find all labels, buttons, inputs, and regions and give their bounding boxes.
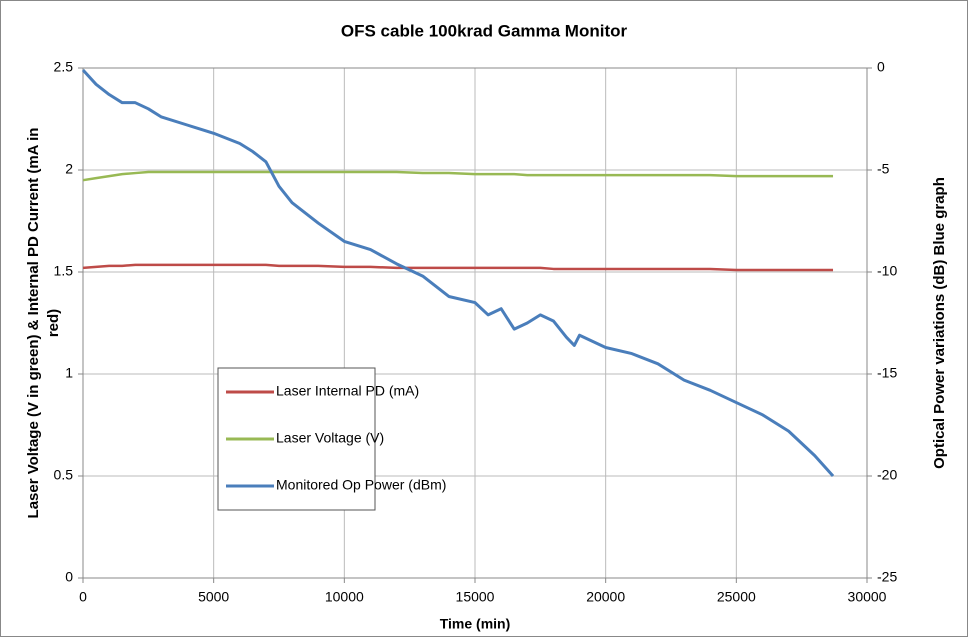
- legend-label: Monitored Op Power (dBm): [276, 477, 446, 493]
- legend-label: Laser Internal PD (mA): [276, 383, 419, 399]
- y-tick-label: 0: [65, 569, 73, 585]
- y-tick-label: 1.5: [54, 263, 74, 279]
- y-tick-label: 2.5: [54, 59, 74, 75]
- y2-tick-label: -5: [877, 161, 890, 177]
- plot-area: [82, 67, 868, 579]
- series-line: [81, 69, 835, 478]
- x-tick-label: 5000: [198, 589, 229, 605]
- y-axis-label: red): [45, 309, 62, 337]
- y2-tick-label: -10: [877, 263, 897, 279]
- x-tick-label: 20000: [586, 589, 625, 605]
- x-tick-label: 15000: [456, 589, 495, 605]
- x-tick-label: 30000: [848, 589, 887, 605]
- chart-title: OFS cable 100krad Gamma Monitor: [341, 21, 628, 40]
- y2-tick-label: -15: [877, 365, 897, 381]
- y2-axis-label: Optical Power variations (dB) Blue graph: [931, 177, 948, 469]
- x-tick-label: 10000: [325, 589, 364, 605]
- y2-tick-label: -20: [877, 467, 897, 483]
- series-line: [82, 263, 834, 272]
- y-tick-label: 0.5: [54, 467, 74, 483]
- x-tick-label: 25000: [717, 589, 756, 605]
- y2-tick-label: 0: [877, 59, 885, 75]
- y-tick-label: 1: [65, 365, 73, 381]
- y-tick-label: 2: [65, 161, 73, 177]
- legend-label: Laser Voltage (V): [276, 430, 384, 446]
- y-axis-label: Laser Voltage (V in green) & Internal PD…: [25, 128, 42, 519]
- x-axis-label: Time (min): [440, 616, 511, 632]
- x-tick-label: 0: [79, 589, 87, 605]
- series-line: [82, 170, 834, 182]
- y2-tick-label: -25: [877, 569, 897, 585]
